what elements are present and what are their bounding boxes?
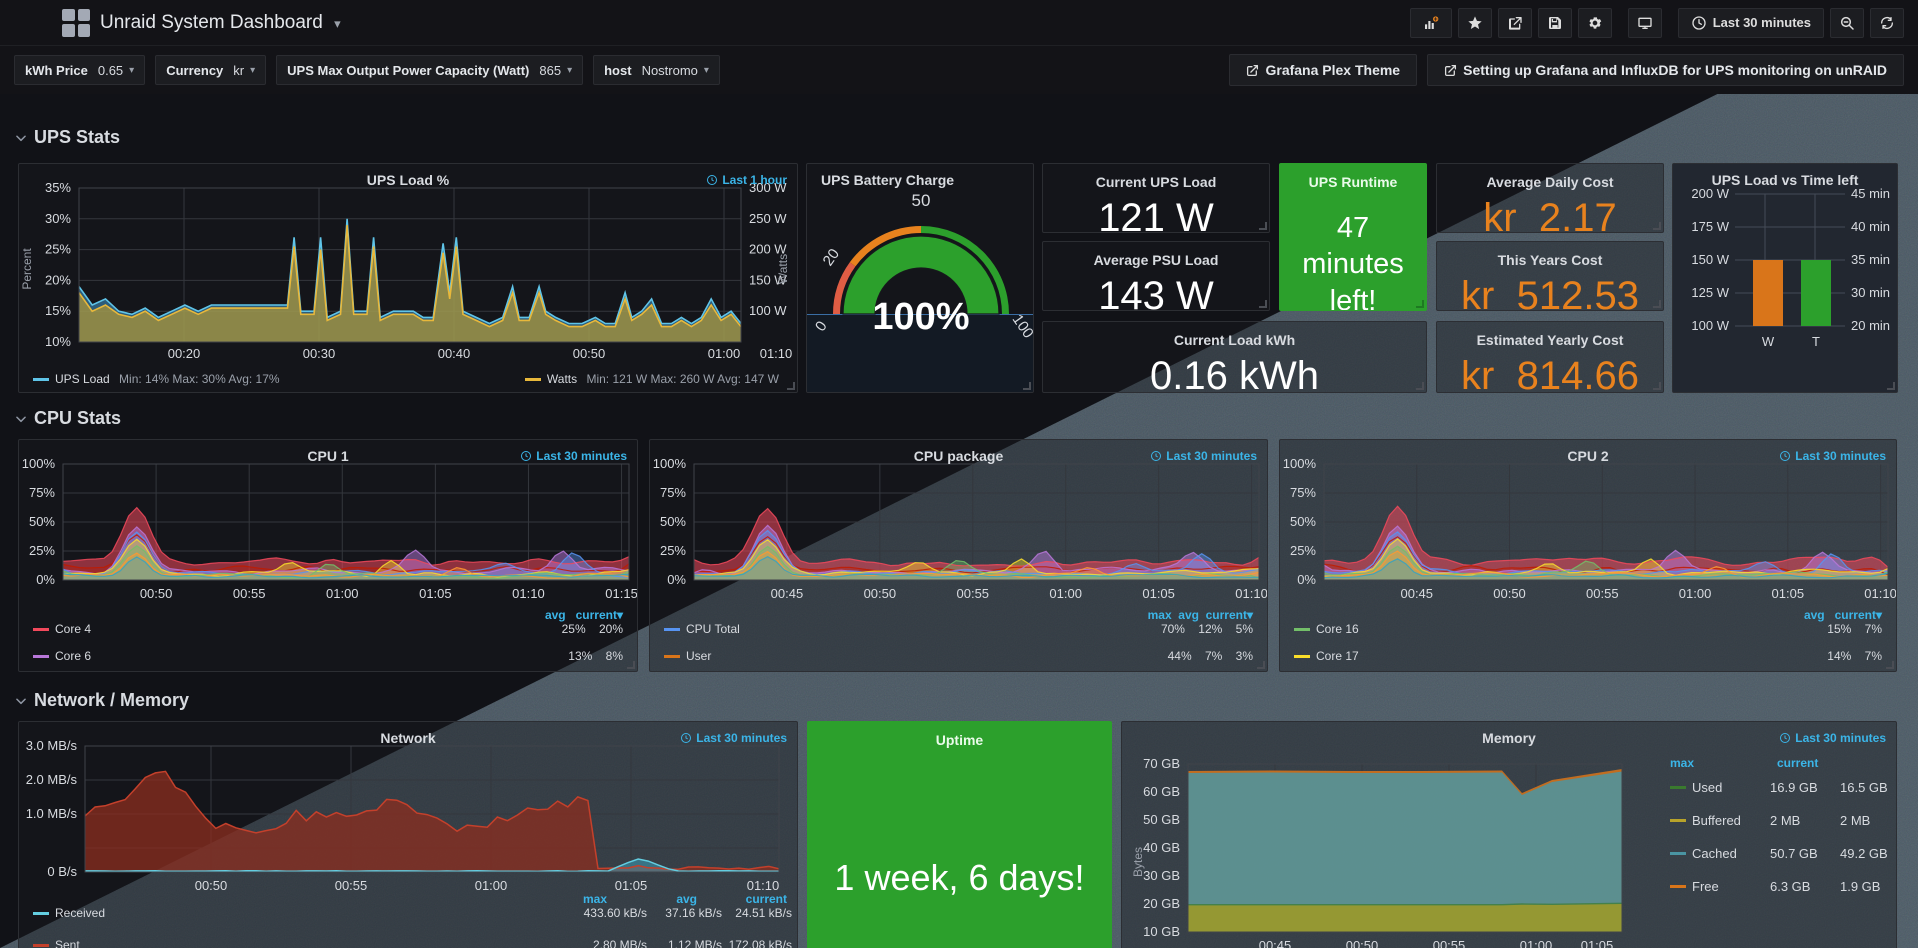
svg-text:75%: 75% [29, 485, 55, 500]
svg-text:W: W [1762, 334, 1775, 349]
svg-text:2.0 MB/s: 2.0 MB/s [26, 772, 78, 787]
svg-text:00:50: 00:50 [195, 878, 228, 893]
svg-text:250 W: 250 W [749, 211, 787, 226]
svg-text:20 GB: 20 GB [1143, 896, 1180, 911]
svg-text:01:10: 01:10 [760, 346, 793, 361]
svg-text:00:50: 00:50 [864, 586, 897, 601]
svg-text:01:10: 01:10 [1235, 586, 1268, 601]
svg-text:50%: 50% [1290, 514, 1316, 529]
svg-text:100 W: 100 W [749, 303, 787, 318]
svg-text:10 GB: 10 GB [1143, 924, 1180, 939]
svg-text:01:05: 01:05 [615, 878, 648, 893]
svg-text:20 min: 20 min [1851, 318, 1890, 333]
svg-text:1.0 MB/s: 1.0 MB/s [26, 806, 78, 821]
svg-text:Bytes: Bytes [1131, 847, 1145, 877]
svg-text:40 GB: 40 GB [1143, 840, 1180, 855]
svg-text:T: T [1812, 334, 1820, 349]
svg-text:01:15: 01:15 [605, 586, 638, 601]
svg-text:00:55: 00:55 [957, 586, 990, 601]
svg-text:3.0 MB/s: 3.0 MB/s [26, 738, 78, 753]
svg-text:00:50: 00:50 [1346, 938, 1379, 948]
svg-text:35 min: 35 min [1851, 252, 1890, 267]
svg-text:75%: 75% [660, 485, 686, 500]
svg-text:30 GB: 30 GB [1143, 868, 1180, 883]
svg-text:0%: 0% [667, 572, 686, 587]
svg-text:100 W: 100 W [1691, 318, 1729, 333]
svg-text:70 GB: 70 GB [1143, 756, 1180, 771]
svg-text:30 min: 30 min [1851, 285, 1890, 300]
svg-text:35%: 35% [45, 180, 71, 195]
svg-text:25%: 25% [1290, 543, 1316, 558]
svg-text:00:55: 00:55 [335, 878, 368, 893]
svg-text:100%: 100% [872, 296, 969, 338]
svg-text:01:00: 01:00 [475, 878, 508, 893]
svg-text:00:30: 00:30 [303, 346, 336, 361]
svg-text:15%: 15% [45, 303, 71, 318]
svg-text:Watts: Watts [776, 254, 790, 284]
svg-text:40 min: 40 min [1851, 219, 1890, 234]
svg-text:20: 20 [820, 246, 843, 269]
svg-text:50: 50 [912, 191, 931, 210]
svg-text:00:50: 00:50 [1493, 586, 1526, 601]
svg-text:01:05: 01:05 [1772, 586, 1805, 601]
svg-text:01:05: 01:05 [419, 586, 452, 601]
svg-text:50%: 50% [660, 514, 686, 529]
svg-text:0 B/s: 0 B/s [47, 864, 77, 879]
svg-text:75%: 75% [1290, 485, 1316, 500]
svg-text:100%: 100% [653, 456, 687, 471]
svg-text:25%: 25% [660, 543, 686, 558]
svg-text:00:55: 00:55 [233, 586, 266, 601]
svg-text:01:10: 01:10 [747, 878, 780, 893]
svg-text:00:50: 00:50 [573, 346, 606, 361]
svg-text:01:05: 01:05 [1581, 938, 1614, 948]
svg-text:01:10: 01:10 [512, 586, 545, 601]
svg-text:50%: 50% [29, 514, 55, 529]
svg-text:25%: 25% [45, 242, 71, 257]
svg-text:150 W: 150 W [1691, 252, 1729, 267]
svg-text:0: 0 [812, 318, 831, 335]
svg-text:01:00: 01:00 [326, 586, 359, 601]
svg-text:0%: 0% [1297, 572, 1316, 587]
svg-text:01:00: 01:00 [1049, 586, 1082, 601]
svg-text:00:50: 00:50 [140, 586, 173, 601]
svg-text:20%: 20% [45, 272, 71, 287]
svg-text:00:55: 00:55 [1433, 938, 1466, 948]
svg-text:01:00: 01:00 [1679, 586, 1712, 601]
svg-text:00:45: 00:45 [771, 586, 804, 601]
svg-text:100%: 100% [1283, 456, 1317, 471]
svg-text:0%: 0% [36, 572, 55, 587]
svg-text:45 min: 45 min [1851, 186, 1890, 201]
svg-text:01:05: 01:05 [1142, 586, 1175, 601]
svg-text:01:00: 01:00 [708, 346, 741, 361]
svg-text:00:20: 00:20 [168, 346, 201, 361]
svg-text:00:55: 00:55 [1586, 586, 1619, 601]
svg-text:175 W: 175 W [1691, 219, 1729, 234]
svg-text:01:00: 01:00 [1520, 938, 1553, 948]
svg-text:00:40: 00:40 [438, 346, 471, 361]
svg-text:100%: 100% [22, 456, 56, 471]
svg-text:25%: 25% [29, 543, 55, 558]
svg-text:60 GB: 60 GB [1143, 784, 1180, 799]
svg-text:100: 100 [1009, 311, 1034, 341]
svg-text:00:45: 00:45 [1400, 586, 1433, 601]
svg-text:200 W: 200 W [1691, 186, 1729, 201]
svg-text:Percent: Percent [20, 248, 34, 290]
svg-text:10%: 10% [45, 334, 71, 349]
svg-text:30%: 30% [45, 211, 71, 226]
svg-text:50 GB: 50 GB [1143, 812, 1180, 827]
svg-text:125 W: 125 W [1691, 285, 1729, 300]
svg-text:00:45: 00:45 [1259, 938, 1292, 948]
svg-text:01:10: 01:10 [1864, 586, 1897, 601]
